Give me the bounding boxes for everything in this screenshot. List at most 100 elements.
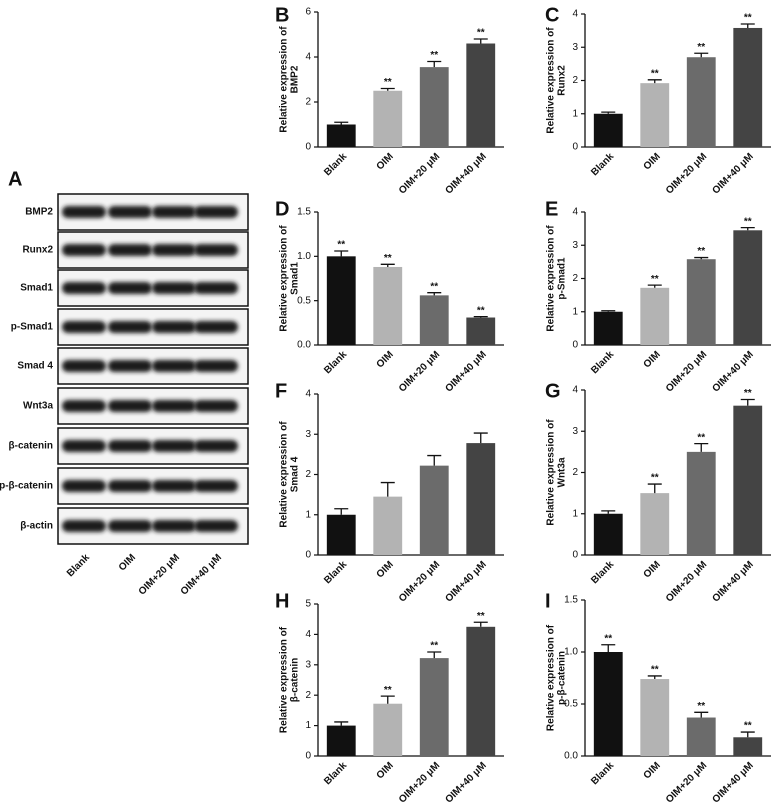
significance-label: **: [744, 721, 752, 732]
y-tick-label: 1: [305, 720, 311, 731]
x-tick-label: OIM+40 μM: [443, 151, 488, 196]
error-bar: [647, 79, 662, 84]
y-tick-label: 3: [572, 240, 578, 251]
blot-band: [108, 440, 152, 452]
y-axis-label: p-Smad1: [557, 257, 568, 300]
error-bar: [427, 651, 442, 659]
error-bar: [380, 87, 395, 91]
y-tick-label: 2: [572, 467, 578, 478]
y-tick-label: 0: [572, 550, 578, 561]
error-bar: [694, 256, 709, 260]
significance-label: **: [697, 246, 705, 257]
y-tick-label: 0.5: [297, 295, 311, 306]
y-tick-label: 2: [572, 273, 578, 284]
x-tick-label: OIM: [642, 559, 663, 580]
blot-band: [62, 400, 106, 412]
y-axis-label: p-β-catenin: [557, 651, 568, 705]
x-tick-label: OIM: [375, 151, 396, 172]
bar: [686, 451, 716, 555]
blot-row-label: p-Smad1: [11, 322, 54, 333]
blot-lane-label: OIM+20 μM: [137, 552, 182, 597]
y-tick-label: 4: [572, 9, 578, 20]
blot-row-label: p-β-catenin: [0, 481, 53, 492]
bar: [326, 256, 356, 345]
error-bar: [647, 675, 662, 680]
y-tick-label: 4: [572, 385, 578, 396]
blot-row-label: BMP2: [25, 207, 53, 218]
bar: [326, 124, 356, 147]
y-tick-label: 1.5: [564, 595, 578, 606]
y-tick-label: 3: [572, 426, 578, 437]
blot-band: [62, 480, 106, 492]
error-bar: [473, 432, 488, 444]
bar: [640, 493, 670, 555]
x-tick-label: OIM+40 μM: [710, 559, 755, 604]
blot-band: [62, 440, 106, 452]
x-tick-label: Blank: [322, 349, 349, 376]
y-tick-label: 1: [572, 108, 578, 119]
error-bar: [694, 52, 709, 58]
x-tick-label: Blank: [589, 151, 616, 178]
error-bar: [473, 621, 488, 627]
y-axis-label: Wnt3a: [557, 457, 568, 487]
x-tick-label: OIM+20 μM: [397, 151, 442, 196]
error-bar: [647, 284, 662, 288]
x-tick-label: OIM+20 μM: [664, 559, 709, 604]
panel-label: E: [545, 198, 558, 220]
blot-band: [62, 360, 106, 372]
y-tick-label: 1.5: [297, 207, 311, 218]
significance-label: **: [477, 305, 485, 316]
significance-label: **: [604, 633, 612, 644]
bar-chart: D Relative expression of Smad1 0.0 0.5 1.0 1.5…: [275, 198, 504, 395]
error-bar: [740, 398, 755, 406]
error-bar: [601, 111, 616, 114]
bar: [326, 514, 356, 555]
bar: [373, 496, 403, 555]
error-bar: [334, 121, 349, 125]
bar-chart: H Relative expression of β-catenin 0 1 2 3 4 5 Bl…: [275, 590, 504, 806]
bar: [686, 717, 716, 756]
significance-label: **: [430, 281, 438, 292]
y-tick-label: 4: [305, 629, 311, 640]
y-tick-label: 2: [305, 469, 311, 480]
y-tick-label: 1.0: [564, 647, 578, 658]
blot-band: [108, 206, 152, 218]
panel-label: D: [275, 198, 289, 220]
y-axis-label: BMP2: [290, 65, 301, 93]
panel-label: C: [545, 4, 559, 26]
error-bar: [473, 38, 488, 44]
y-axis-label: Smad1: [290, 262, 301, 295]
bar: [326, 725, 356, 756]
significance-label: **: [651, 68, 659, 79]
bar-chart: G Relative expression of Wnt3a 0 1 2 3 4 Blank **…: [545, 380, 771, 605]
bar-chart: F Relative expression of Smad 4 0 1 2 3 4 Blank O…: [275, 380, 504, 605]
blot-band: [194, 321, 238, 333]
error-bar: [601, 510, 616, 514]
error-bar: [334, 250, 349, 257]
x-tick-label: OIM+20 μM: [664, 760, 709, 805]
error-bar: [380, 481, 395, 497]
error-bar: [334, 721, 349, 726]
blot-band: [194, 520, 238, 532]
blot-row-label: Runx2: [22, 245, 53, 256]
significance-label: **: [651, 274, 659, 285]
bar: [733, 27, 763, 148]
y-tick-label: 3: [305, 429, 311, 440]
panel-label: G: [545, 380, 561, 402]
blot-band: [108, 321, 152, 333]
panel-label: F: [275, 380, 287, 402]
y-tick-label: 3: [305, 659, 311, 670]
bar: [733, 405, 763, 555]
blot-band: [62, 244, 106, 256]
significance-label: **: [337, 240, 345, 251]
x-tick-label: OIM+20 μM: [397, 559, 442, 604]
bar: [466, 443, 496, 555]
y-axis-label: Relative expression of: [279, 26, 290, 133]
x-tick-label: OIM+40 μM: [443, 349, 488, 394]
blot-band: [194, 480, 238, 492]
bar: [593, 113, 623, 147]
blot-band: [108, 400, 152, 412]
significance-label: **: [430, 50, 438, 61]
blot-band: [194, 244, 238, 256]
